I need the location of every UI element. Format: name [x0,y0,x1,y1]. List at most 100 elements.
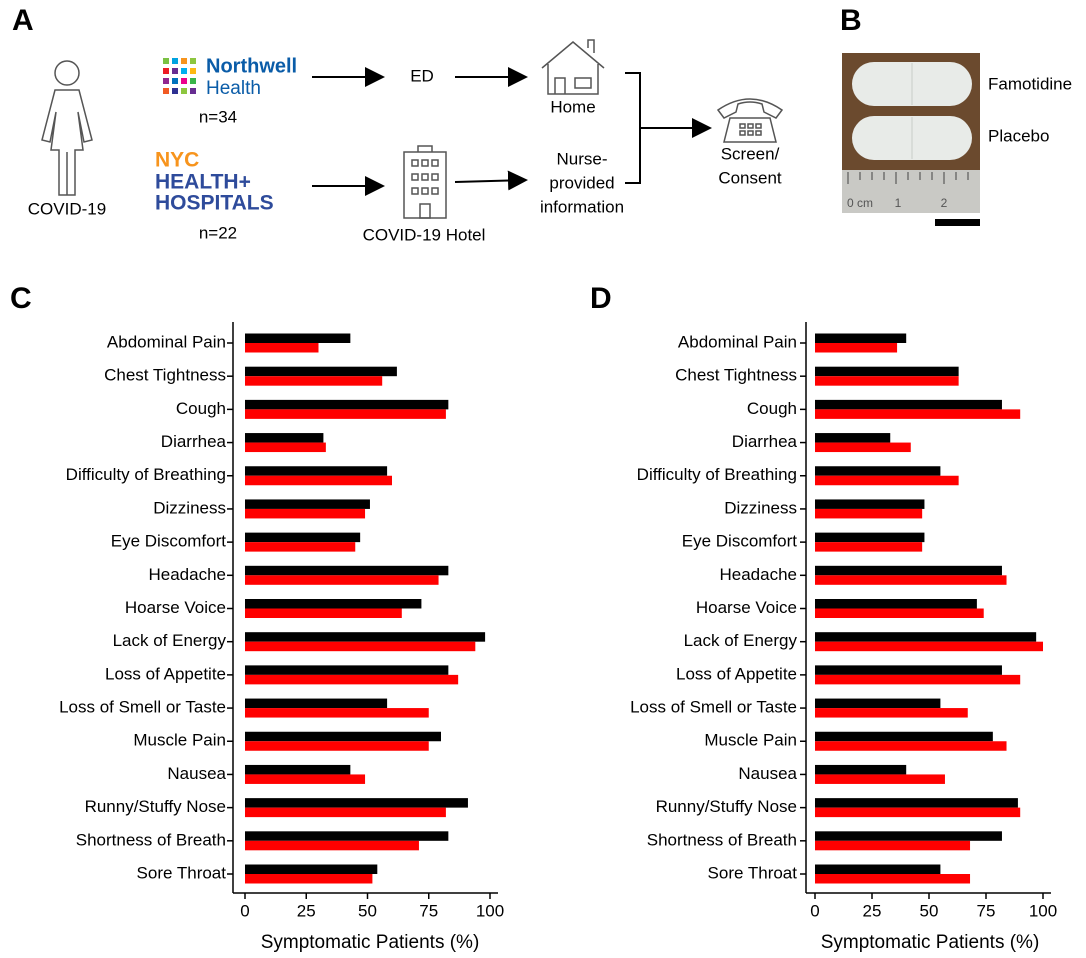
bar [815,509,922,519]
category-label: Eye Discomfort [111,532,227,551]
phone-icon [718,99,782,142]
bar [815,433,890,443]
bar [815,865,940,875]
bar [815,774,945,784]
category-label: Loss of Appetite [676,664,797,683]
x-tick-label: 100 [476,901,504,920]
category-label: Abdominal Pain [107,332,226,351]
bar [815,400,1002,410]
node-label: provided [549,173,614,192]
category-label: Loss of Appetite [105,664,226,683]
bar [245,476,392,486]
bar [815,665,1002,675]
category-label: Shortness of Breath [647,830,797,849]
category-label: Chest Tightness [675,366,797,385]
bar [815,765,906,775]
category-label: Shortness of Breath [76,830,226,849]
bar [245,466,387,476]
category-label: Runny/Stuffy Nose [656,797,797,816]
logo-text: Northwell [206,55,297,77]
bar [245,798,468,808]
node-label: Home [550,97,595,116]
bar [815,533,924,543]
category-label: Nausea [167,764,226,783]
category-label: Lack of Energy [113,631,227,650]
ruler-label: 1 [895,196,902,210]
northwell-logo: Northwell Health [163,55,297,99]
category-label: Difficulty of Breathing [637,465,797,484]
logo-text: HEALTH+ [155,171,251,194]
bar [245,367,397,377]
bar [245,443,326,453]
bar [815,675,1020,685]
bar [815,632,1036,642]
patient-icon [42,61,92,195]
bar [815,708,968,718]
category-label: Diarrhea [161,432,227,451]
bar [815,609,984,619]
count-label: n=22 [199,223,237,242]
capsule-label: Placebo [988,126,1049,145]
x-tick-label: 0 [810,901,819,920]
bar [815,334,906,344]
bar [815,874,970,884]
bar [815,542,922,552]
category-label: Chest Tightness [104,366,226,385]
logo-text: Health [206,78,261,99]
x-tick-label: 25 [297,901,316,920]
bar [245,732,441,742]
bar [245,433,323,443]
category-label: Headache [719,565,797,584]
nyc-logo: NYC HEALTH+ HOSPITALS [155,149,274,215]
capsule-photo: 0 cm 1 2 [842,53,980,213]
x-tick-label: 50 [358,901,377,920]
category-label: Sore Throat [137,863,227,882]
bar [815,642,1043,652]
bar [245,409,446,419]
panel-label: D [590,282,612,315]
category-label: Lack of Energy [684,631,798,650]
bar [245,542,355,552]
panel-label: C [10,282,32,315]
category-label: Headache [148,565,226,584]
x-tick-label: 25 [863,901,882,920]
bar [245,599,421,609]
bar [245,499,370,509]
category-label: Cough [747,399,797,418]
hotel-icon [404,146,446,218]
category-label: Cough [176,399,226,418]
bar [245,874,372,884]
bar [245,665,448,675]
bar [815,575,1007,585]
bar [815,566,1002,576]
logo-text: NYC [155,149,199,172]
bar [245,566,448,576]
bar [815,808,1020,818]
panel-label: B [840,4,862,37]
x-tick-label: 75 [419,901,438,920]
bar [245,575,439,585]
bar [815,466,940,476]
home-icon [542,40,604,94]
bracket-arrow [625,73,710,183]
ruler-label: 0 cm [847,196,873,210]
node-label: ED [410,66,434,85]
category-label: Eye Discomfort [682,532,798,551]
arrow [455,180,526,182]
x-tick-label: 100 [1029,901,1057,920]
bar [245,509,365,519]
bar [815,443,911,453]
category-label: Nausea [738,764,797,783]
bar [815,741,1007,751]
category-label: Abdominal Pain [678,332,797,351]
bar [815,798,1018,808]
bar [815,476,959,486]
category-label: Hoarse Voice [125,598,226,617]
category-label: Loss of Smell or Taste [59,698,226,717]
bar [815,409,1020,419]
x-axis-title: Symptomatic Patients (%) [821,932,1040,953]
bar [815,841,970,851]
bar [245,376,382,386]
scale-bar [935,219,980,226]
category-label: Hoarse Voice [696,598,797,617]
